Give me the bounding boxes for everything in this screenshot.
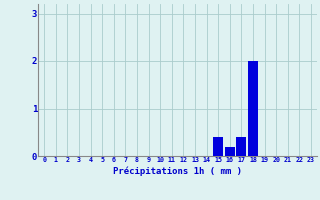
- Bar: [248, 61, 258, 156]
- Bar: [236, 137, 246, 156]
- X-axis label: Précipitations 1h ( mm ): Précipitations 1h ( mm ): [113, 166, 242, 176]
- Bar: [225, 146, 235, 156]
- Bar: [213, 137, 223, 156]
